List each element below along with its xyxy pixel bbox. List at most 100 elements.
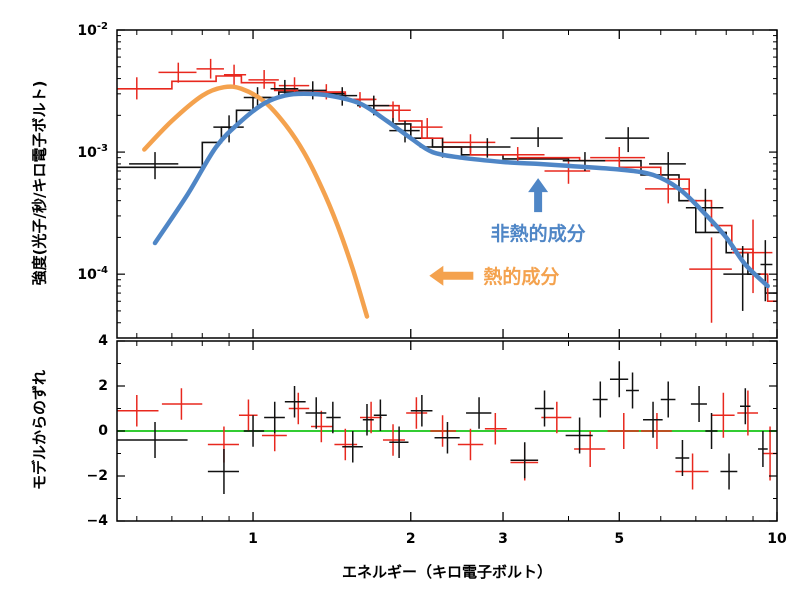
- black-residual-point: [675, 440, 690, 476]
- red-residual-point: [711, 392, 735, 438]
- black-residual-point: [373, 399, 387, 431]
- thermal-component-curve: [142, 84, 370, 319]
- top-y-axis-title: 強度(光子/秒/キロ電子ボルト): [31, 81, 49, 286]
- black-data-point: [298, 81, 327, 100]
- black-residual-point: [389, 426, 409, 458]
- red-data-point: [590, 147, 646, 168]
- nonthermal-arrow-icon: [528, 178, 549, 213]
- red-residual-point: [382, 424, 406, 456]
- top-plot-frame: [116, 29, 778, 339]
- black-residual-point: [342, 431, 363, 463]
- bottom-y-axis-ticks: 4 2 0 −2 −4: [87, 333, 777, 529]
- red-data-point: [117, 77, 159, 100]
- black-residual-point: [434, 422, 460, 454]
- red-residual-point: [574, 431, 606, 467]
- y-tick-label: 2: [98, 378, 108, 394]
- top-plot-content: [117, 58, 777, 323]
- black-residual-point: [305, 397, 327, 429]
- y-tick-label: 10-2: [77, 21, 108, 39]
- red-residual-point: [238, 399, 258, 431]
- black-residual-point: [264, 401, 285, 434]
- black-residual-point: [466, 397, 492, 429]
- nonthermal-component-curve: [152, 91, 770, 289]
- black-residual-point: [243, 415, 265, 447]
- red-residual-point: [457, 428, 484, 461]
- bottom-panel: 4 2 0 −2 −4: [87, 333, 778, 529]
- black-residual-point: [690, 386, 707, 422]
- black_model-step: [117, 91, 777, 294]
- y-tick-label: −2: [87, 468, 108, 484]
- red-data-point: [196, 58, 224, 79]
- red-data-point: [410, 118, 443, 139]
- red-residual-point: [675, 453, 709, 490]
- black-data-point: [723, 246, 761, 311]
- top-panel: 10-2 10-3 10-4: [77, 21, 778, 339]
- x-tick-label: 2: [406, 531, 416, 547]
- red-residual-point: [161, 388, 203, 420]
- black-residual-point: [720, 453, 738, 490]
- top-y-axis-ticks: 10-2 10-3 10-4: [77, 21, 777, 339]
- red-data-point: [248, 70, 279, 89]
- nonthermal-label: 非熱的成分: [491, 222, 586, 245]
- black-residual-point: [326, 401, 341, 434]
- black-residual-point: [609, 361, 629, 398]
- red-residual-point: [406, 397, 428, 429]
- y-tick-label: 0: [98, 423, 108, 439]
- x-axis-title: エネルギー（キロ電子ボルト）: [342, 563, 552, 581]
- black-residual-point: [625, 372, 639, 409]
- red-residual-point: [117, 395, 159, 427]
- x-axis-ticks: 1 2 3 5 10: [136, 30, 787, 547]
- y-tick-label: 10-4: [77, 265, 108, 283]
- black-residual-point: [643, 401, 663, 438]
- black-data-point: [685, 188, 724, 233]
- black-residual-point: [510, 442, 539, 479]
- black-data-point: [510, 127, 563, 148]
- black-residual-point: [758, 431, 768, 467]
- black-residual-point: [565, 417, 593, 454]
- black-residual-point: [660, 381, 676, 418]
- black-data-point: [461, 138, 511, 158]
- thermal-label: 熱的成分: [483, 265, 559, 288]
- x-tick-label: 3: [498, 531, 508, 547]
- x-tick-label: 5: [614, 531, 624, 547]
- red-residual-point: [288, 392, 310, 425]
- black-data-point: [760, 240, 773, 302]
- black-data-point: [649, 152, 686, 180]
- red-residual-point: [430, 415, 457, 447]
- black-residual-point: [284, 386, 306, 418]
- black-residual-point: [117, 422, 188, 458]
- red-data-point: [689, 237, 732, 323]
- black-residual-point: [207, 449, 239, 494]
- red-residual-point: [541, 401, 572, 434]
- red-data-point: [278, 77, 310, 94]
- x-tick-label: 1: [248, 531, 258, 547]
- y-tick-label: 4: [98, 333, 108, 349]
- y-tick-label: 10-3: [77, 143, 108, 161]
- black-residual-point: [534, 390, 554, 427]
- red-residual-point: [607, 413, 639, 449]
- red-residual-point: [310, 410, 333, 443]
- x-tick-label: 10: [767, 531, 787, 547]
- black-data-point: [605, 127, 650, 153]
- black-residual-point: [362, 404, 374, 436]
- red-residual-point: [737, 390, 759, 436]
- red-data-point: [442, 134, 496, 153]
- black-residual-point: [410, 395, 433, 427]
- red-data-point: [158, 62, 197, 83]
- black-residual-point: [705, 413, 718, 449]
- black-residual-point: [740, 388, 751, 425]
- red-residual-point: [359, 401, 382, 434]
- bottom-y-axis-title: モデルからのずれ: [31, 370, 49, 490]
- red-residual-point: [334, 428, 358, 461]
- red-data-point: [223, 64, 247, 86]
- red-residual-point: [484, 413, 507, 445]
- y-tick-label: −4: [87, 513, 109, 529]
- red-data-point: [376, 101, 411, 119]
- black-data-point: [213, 115, 244, 143]
- black-residual-point: [592, 381, 608, 418]
- red-residual-point: [640, 413, 672, 449]
- black-data-point: [129, 152, 179, 180]
- bottom-plot-content: [117, 361, 777, 494]
